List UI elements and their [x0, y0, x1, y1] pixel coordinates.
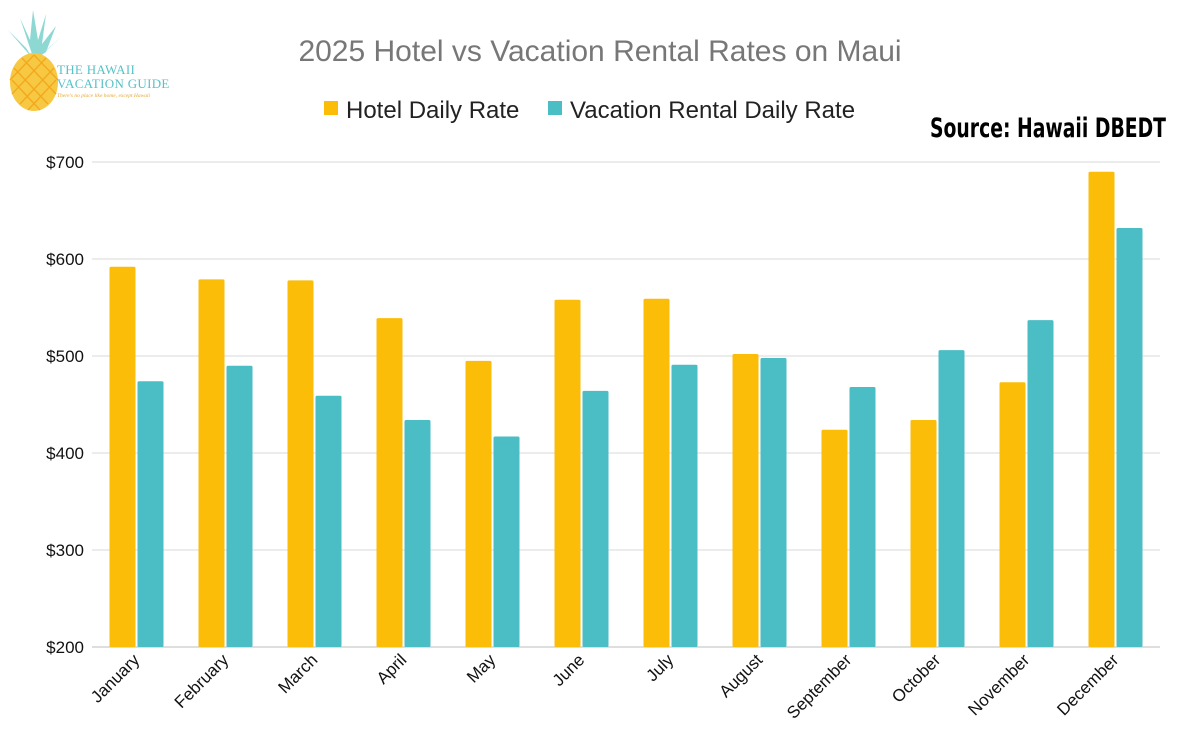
- bar-hotel-may: [465, 360, 492, 647]
- bar-hotel-september: [821, 429, 848, 647]
- x-tick-label-december: December: [1053, 650, 1122, 719]
- x-tick-label-march: March: [274, 650, 321, 697]
- x-tick-label-september: September: [783, 650, 855, 722]
- y-tick-label: $700: [46, 153, 84, 172]
- bar-rental-october: [938, 350, 965, 647]
- x-tick-label-april: April: [373, 650, 410, 687]
- y-tick-label: $600: [46, 250, 84, 269]
- gridlines: [92, 161, 1160, 648]
- bar-rental-november: [1027, 320, 1054, 647]
- bar-hotel-december: [1088, 171, 1115, 647]
- bar-rental-march: [315, 395, 342, 647]
- y-tick-label: $300: [46, 541, 84, 560]
- logo-tagline: There's no place like home, except Hawai…: [57, 93, 151, 99]
- x-tick-label-february: February: [171, 650, 233, 712]
- bar-rental-september: [849, 387, 876, 647]
- x-tick-label-january: January: [87, 650, 144, 707]
- bar-hotel-february: [198, 279, 225, 647]
- bar-hotel-march: [287, 280, 314, 647]
- logo-text-line2: VACATION GUIDE: [57, 76, 170, 91]
- bar-rental-june: [582, 390, 609, 647]
- pineapple-icon: [8, 10, 62, 111]
- legend-label-rental: Vacation Rental Daily Rate: [570, 97, 855, 124]
- logo-text-line1: THE HAWAII: [57, 62, 135, 77]
- bar-hotel-june: [554, 299, 581, 647]
- bar-hotel-october: [910, 420, 937, 647]
- x-tick-label-may: May: [463, 650, 499, 686]
- bar-rental-february: [226, 365, 253, 647]
- bar-hotel-november: [999, 382, 1026, 647]
- x-tick-label-july: July: [643, 650, 678, 685]
- y-tick-label: $200: [46, 638, 84, 657]
- y-axis-ticks: $200 $300 $400 $500 $600 $700: [46, 153, 84, 657]
- legend-swatch-rental: [548, 101, 562, 115]
- legend: Hotel Daily Rate Vacation Rental Daily R…: [324, 97, 855, 124]
- chart-title: 2025 Hotel vs Vacation Rental Rates on M…: [298, 35, 901, 68]
- bar-hotel-april: [376, 318, 403, 647]
- bar-rental-august: [760, 357, 787, 647]
- legend-label-hotel: Hotel Daily Rate: [346, 97, 519, 124]
- bars: [109, 171, 1143, 647]
- y-tick-label: $400: [46, 444, 84, 463]
- bar-rental-january: [137, 381, 164, 647]
- source-note: Source: Hawaii DBEDT: [930, 113, 1166, 144]
- y-tick-label: $500: [46, 347, 84, 366]
- x-tick-label-november: November: [964, 650, 1033, 719]
- bar-hotel-january: [109, 266, 136, 647]
- x-tick-label-october: October: [888, 650, 944, 706]
- legend-swatch-hotel: [324, 101, 338, 115]
- bar-hotel-july: [643, 298, 670, 647]
- x-tick-label-june: June: [549, 650, 589, 690]
- x-tick-label-august: August: [715, 650, 766, 701]
- bar-rental-april: [404, 420, 431, 647]
- bar-rental-july: [671, 364, 698, 647]
- x-axis-ticks: January February March April May June July Augu…: [87, 650, 1122, 723]
- bar-rental-may: [493, 436, 520, 647]
- bar-hotel-august: [732, 354, 759, 647]
- bar-rental-december: [1116, 227, 1143, 647]
- brand-logo: THE HAWAII VACATION GUIDE There's no pla…: [8, 10, 170, 111]
